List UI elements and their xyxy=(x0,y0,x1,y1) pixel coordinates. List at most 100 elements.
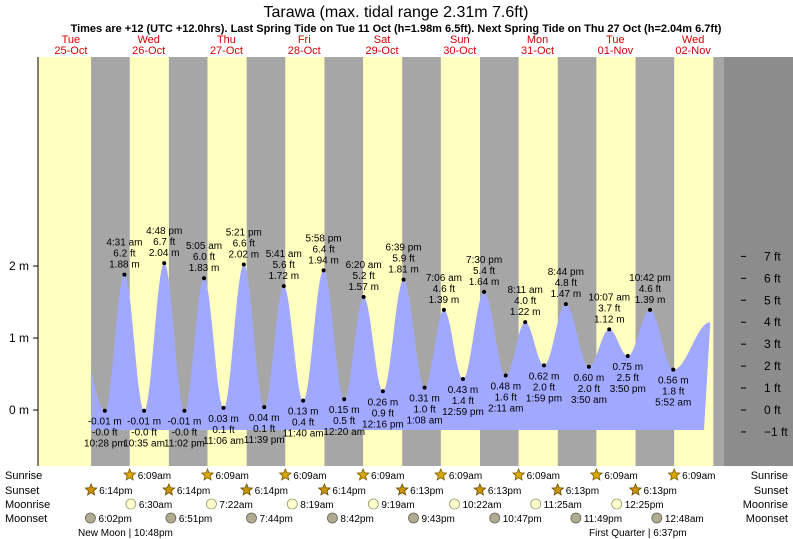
tide-label-feet: 0.1 ft xyxy=(212,425,234,436)
day-header-date: 29-Oct xyxy=(366,45,399,57)
right-tick-label: 7 ft xyxy=(764,249,781,263)
chart-title: Tarawa (max. tidal range 2.31m 7.6ft) xyxy=(263,4,528,21)
tide-label-time: 6:20 am xyxy=(346,260,382,271)
tide-point-low xyxy=(262,405,267,410)
tide-label-time: 2:11 am xyxy=(488,403,523,414)
tide-label-meters: 0.43 m xyxy=(448,385,479,396)
sunset-row-label-left: Sunset xyxy=(5,485,39,497)
tide-label-meters: 1.22 m xyxy=(510,307,541,318)
right-tick-label: 6 ft xyxy=(764,271,781,285)
tide-point-low xyxy=(342,397,347,402)
sunset-time: 6:13pm xyxy=(566,486,599,497)
moonset-time: 12:48am xyxy=(665,514,704,525)
tide-label-feet: 0.5 ft xyxy=(333,416,355,427)
tide-label-meters: 0.04 m xyxy=(249,413,280,424)
tide-label-meters: 0.62 m xyxy=(529,371,560,382)
moonset-icon xyxy=(246,512,257,524)
moonrise-time: 11:25am xyxy=(544,500,582,511)
sunrise-icon xyxy=(356,467,370,481)
day-headers: Tue25-OctWed26-OctThu27-OctFri28-OctSat2… xyxy=(54,34,711,57)
moonset-icon xyxy=(165,512,177,524)
moonset-time: 9:43pm xyxy=(422,514,455,525)
sunrise-time: 6:09am xyxy=(371,471,404,482)
sunrise-time: 6:09am xyxy=(527,471,560,482)
tide-point-high xyxy=(162,261,167,266)
tide-label-feet: 2.0 ft xyxy=(578,384,600,395)
sunrise-time: 6:09am xyxy=(138,471,171,482)
moonset-row-label-right: Moonset xyxy=(746,513,788,525)
tide-label-meters: 1.57 m xyxy=(348,282,379,293)
tide-label-time: 12:59 pm xyxy=(442,407,484,418)
sunset-time: 6:14pm xyxy=(99,486,132,497)
tide-label-time: 8:11 am xyxy=(508,285,543,296)
moonrise-time: 12:25pm xyxy=(625,500,664,511)
moon-phase-new: New Moon | 10:48pm xyxy=(78,528,173,539)
day-header-dow: Fri xyxy=(298,34,311,46)
tide-label-feet: 4.0 ft xyxy=(514,296,536,307)
tide-label-time: 3:50 am xyxy=(571,395,607,406)
day-header-date: 02-Nov xyxy=(675,45,711,57)
sunset-icon xyxy=(239,482,254,496)
tide-point-high xyxy=(401,277,406,282)
tide-label-time: 12:20 am xyxy=(323,427,365,438)
moonrise-time: 7:22am xyxy=(219,500,252,511)
tide-label-feet: 2.0 ft xyxy=(533,382,555,393)
sunset-icon xyxy=(473,482,487,496)
tide-label-feet: 6.7 ft xyxy=(153,237,175,248)
tide-label-feet: 1.0 ft xyxy=(413,405,435,416)
tide-label-meters: -0.01 m xyxy=(88,417,122,428)
tide-label-meters: 1.88 m xyxy=(109,260,140,271)
moonrise-icon xyxy=(530,498,542,510)
moonrise-icon xyxy=(286,498,298,510)
sunset-icon xyxy=(551,482,565,496)
sunset-time: 6:14pm xyxy=(177,486,210,497)
tide-label-meters: 1.39 m xyxy=(635,295,666,306)
left-tick-label: 0 m xyxy=(9,403,29,417)
astronomy-rows: Sunrise Sunrise Sunset Sunset Moonrise Moonri… xyxy=(5,467,788,539)
tide-point-low xyxy=(301,398,306,403)
tide-label-time: 5:52 am xyxy=(655,398,691,409)
tide-point-low xyxy=(503,373,508,378)
sunrise-icon xyxy=(200,467,215,481)
sunset-row-label-right: Sunset xyxy=(754,485,788,497)
tide-point-low xyxy=(102,408,107,413)
tide-point-low xyxy=(541,363,546,368)
tide-point-high xyxy=(361,294,366,299)
sunrise-time: 6:09am xyxy=(293,471,326,482)
tide-label-time: 11:40 am xyxy=(283,429,324,440)
chart-subtitle: Times are +12 (UTC +12.0hrs). Last Sprin… xyxy=(71,23,722,35)
sunrise-icon xyxy=(123,467,137,481)
tide-label-meters: 1.83 m xyxy=(189,263,220,274)
tide-label-time: 10:28 pm xyxy=(84,439,126,450)
sunset-time: 6:13pm xyxy=(410,486,443,497)
tide-point-low xyxy=(586,364,591,369)
tide-label-meters: 0.60 m xyxy=(574,373,605,384)
sunrise-icon xyxy=(511,467,526,481)
tide-label-time: 5:41 am xyxy=(266,249,302,260)
tide-label-meters: 0.13 m xyxy=(288,407,319,418)
right-tick-label: 5 ft xyxy=(764,293,781,307)
tide-label-feet: 0.4 ft xyxy=(292,418,314,429)
right-tick-label: 0 ft xyxy=(764,403,781,417)
right-tick-label: −1 ft xyxy=(764,425,788,439)
tide-label-time: 1:08 am xyxy=(407,416,443,427)
tide-label-time: 5:21 pm xyxy=(226,228,262,239)
right-axis: 7 ft 6 ft 5 ft 4 ft 3 ft 2 ft 1 ft 0 ft −1 ft xyxy=(741,249,788,439)
tide-label-time: 11:39 pm xyxy=(244,435,285,446)
right-tick-label: 3 ft xyxy=(764,337,781,351)
tide-point-low xyxy=(625,354,630,358)
day-header-date: 31-Oct xyxy=(521,45,554,57)
tide-label-feet: 6.2 ft xyxy=(113,249,135,260)
moonrise-time: 8:19am xyxy=(300,500,333,511)
tide-point-low xyxy=(422,385,427,390)
tide-label-meters: 0.48 m xyxy=(490,381,521,392)
tide-label-time: 10:35 am xyxy=(123,439,165,450)
sunset-time: 6:14pm xyxy=(332,486,365,497)
moonrise-icon xyxy=(367,498,379,510)
moonset-icon xyxy=(651,512,663,524)
left-tick-label: 1 m xyxy=(9,331,29,345)
tide-point-low xyxy=(221,405,226,410)
sunrise-time: 6:09am xyxy=(215,471,248,482)
tide-label-feet: 6.4 ft xyxy=(312,244,334,255)
tide-label-feet: 5.9 ft xyxy=(392,254,414,265)
